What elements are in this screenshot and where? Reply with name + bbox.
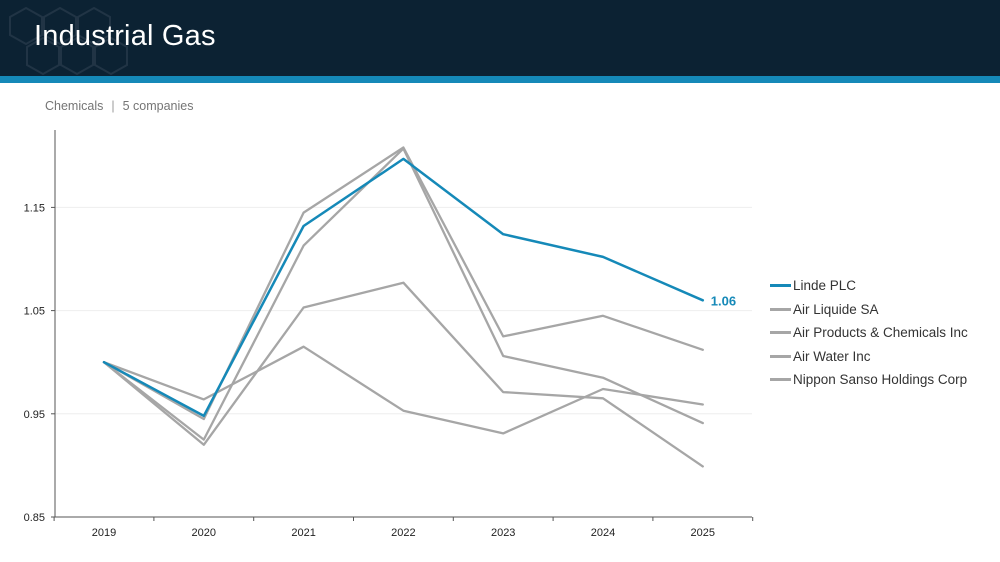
legend-label: Air Liquide SA: [793, 301, 879, 317]
x-tick-label: 2021: [291, 527, 315, 539]
subtitle-separator: |: [111, 99, 115, 113]
header-bar: Industrial Gas: [0, 0, 1000, 76]
legend-item: Air Liquide SA: [770, 298, 968, 322]
legend-swatch: [770, 378, 791, 382]
legend-label: Air Water Inc: [793, 348, 871, 364]
series-line-linde-plc: [102, 157, 705, 418]
legend-swatch: [770, 284, 791, 288]
x-tick-label: 2022: [391, 527, 415, 539]
legend-item: Linde PLC: [770, 274, 968, 298]
x-tick-label: 2020: [192, 527, 216, 539]
legend-item: Air Water Inc: [770, 345, 968, 369]
series-line-air-water-inc: [102, 345, 704, 435]
x-tick-label: 2023: [491, 527, 515, 539]
header-accent-stripe: [0, 76, 1000, 83]
chart-legend: Linde PLC Air Liquide SA Air Products & Ch…: [770, 274, 968, 392]
hexagon-pattern-icon: [9, 6, 128, 76]
company-count: 5 companies: [122, 99, 194, 113]
y-tick-label: 1.15: [24, 202, 45, 214]
x-tick-label: 2025: [691, 527, 715, 539]
end-value-label: 1.06: [711, 293, 736, 308]
chart-subtitle: Chemicals | 5 companies: [45, 99, 193, 113]
legend-swatch: [770, 307, 791, 311]
legend-item: Air Products & Chemicals Inc: [770, 321, 968, 345]
x-tick-label: 2019: [92, 527, 116, 539]
x-tick-label: 2024: [591, 527, 615, 539]
y-tick-label: 0.85: [24, 512, 45, 524]
legend-label: Linde PLC: [793, 278, 857, 294]
legend-label: Air Products & Chemicals Inc: [793, 325, 968, 341]
y-tick-label: 1.05: [24, 306, 45, 318]
legend-swatch: [770, 354, 791, 358]
series-line-air-products-chemicals-inc: [102, 281, 704, 468]
series-line-nippon-sanso-holdings-corp: [102, 147, 704, 441]
y-tick-label: 0.95: [24, 409, 45, 421]
legend-item: Nippon Sanso Holdings Corp: [770, 368, 968, 392]
legend-swatch: [770, 331, 791, 335]
page-title: Industrial Gas: [34, 20, 216, 52]
legend-label: Nippon Sanso Holdings Corp: [793, 372, 968, 388]
category-label: Chemicals: [45, 99, 104, 113]
